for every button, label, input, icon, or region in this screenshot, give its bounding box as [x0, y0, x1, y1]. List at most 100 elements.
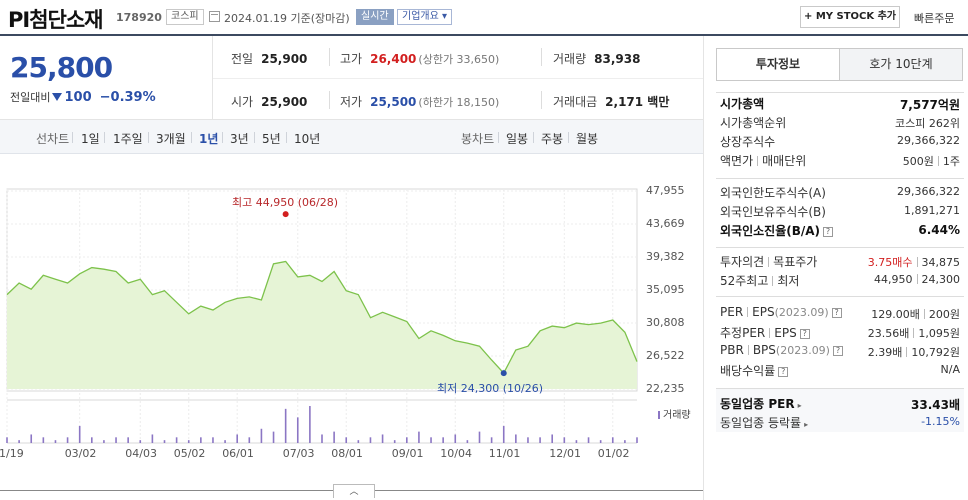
help-icon[interactable]: ?	[823, 227, 834, 237]
volume-bar	[139, 440, 142, 443]
quick-order-link[interactable]: 빠른주문	[914, 12, 955, 25]
divider	[148, 132, 149, 143]
high-value: 26,400	[370, 52, 417, 66]
amount-value: 2,171 백만	[605, 95, 670, 109]
volume-bar	[430, 437, 432, 443]
company-info-dropdown[interactable]: 기업개요 ▾	[397, 9, 453, 25]
current-price-box: 25,800 전일대비 100 −0.39%	[0, 36, 213, 120]
y-tick-label: 26,522	[646, 349, 685, 362]
volume-bar	[212, 437, 214, 443]
chevron-right-icon[interactable]: ▸	[797, 401, 802, 410]
period-1d[interactable]: 1일	[81, 132, 100, 146]
period-3m[interactable]: 3개월	[156, 132, 186, 146]
add-mystock-button[interactable]: + MY STOCK 추가	[800, 6, 900, 28]
foreign-ownership-group: 외국인한도주식수(A) 29,366,322 외국인보유주식수(B) 1,891,2…	[716, 178, 964, 238]
period-5y[interactable]: 5년	[262, 132, 281, 146]
info-row: 외국인보유주식수(B) 1,891,271	[716, 201, 964, 221]
divider	[541, 48, 542, 66]
tab-order-book[interactable]: 호가 10단계	[840, 49, 962, 80]
candle-daily[interactable]: 일봉	[506, 132, 529, 146]
volume-bar	[575, 440, 578, 443]
volume-bar	[599, 440, 602, 443]
divider	[286, 132, 287, 143]
volume-bar	[333, 431, 335, 443]
row-key: 52주최고	[720, 274, 769, 288]
realtime-button[interactable]: 실시간	[356, 9, 394, 25]
info-tabs: 투자정보 호가 10단계	[716, 48, 963, 81]
row-key-2: EPS	[774, 326, 797, 340]
x-tick-label: 11/01	[488, 447, 521, 460]
lower-limit: (하한가 18,150)	[418, 96, 500, 109]
period-10y[interactable]: 10년	[294, 132, 321, 146]
market-badge: 코스피	[166, 9, 204, 25]
divider	[498, 132, 499, 143]
row-value: 6.44%	[918, 223, 960, 237]
x-tick-label: 01/02	[597, 447, 630, 460]
info-row: 52주최고 최저 44,950 24,300	[716, 270, 964, 290]
chevron-down-icon: ▾	[442, 11, 448, 22]
volume-bar	[442, 437, 444, 443]
divider	[533, 132, 534, 143]
x-tick-label: 05/02	[173, 447, 206, 460]
volume-bar	[418, 431, 420, 443]
price-area	[7, 261, 637, 389]
x-tick-label: 07/03	[282, 447, 315, 460]
amount-label: 거래대금	[553, 95, 598, 109]
volume-value: 83,938	[594, 52, 641, 66]
volume-bar	[502, 425, 505, 443]
divider	[72, 132, 73, 143]
row-key: 시가총액	[720, 97, 765, 111]
help-icon[interactable]: ?	[832, 346, 843, 356]
prev-close-label: 전일	[231, 52, 254, 66]
collapse-chart-button[interactable]: ︿	[333, 484, 375, 498]
row-value: 129.00배	[871, 308, 920, 321]
period-3y[interactable]: 3년	[230, 132, 249, 146]
opinion-group: 투자의견 목표주가 3.75매수 34,875 52주최고 최저 44,950 24,300	[716, 247, 964, 290]
volume-bar	[636, 437, 638, 443]
volume-bar	[490, 437, 493, 443]
prev-close: 전일 25,900	[231, 50, 307, 67]
trade-amount: 거래대금 2,171 백만	[553, 93, 669, 110]
tab-investment-info[interactable]: 투자정보	[717, 49, 840, 80]
volume-bar	[309, 406, 311, 443]
candle-monthly[interactable]: 월봉	[576, 132, 599, 146]
valuation-group: PER EPS(2023.09)? 129.00배 200원 추정PER EPS? 23.…	[716, 296, 964, 380]
period-1w[interactable]: 1주일	[113, 132, 143, 146]
x-tick-label: 01/19	[0, 447, 24, 460]
row-key-2: BPS	[752, 343, 776, 357]
row-key-2: 매매단위	[762, 154, 807, 168]
row-key: 시가총액순위	[720, 116, 787, 130]
row-value: 500원	[902, 155, 934, 168]
period-1y[interactable]: 1년	[199, 132, 219, 146]
volume-legend: 거래량	[658, 406, 691, 421]
y-tick-label: 39,382	[646, 250, 685, 263]
volume-bar	[127, 437, 129, 443]
opinion-value: 3.75매수	[867, 256, 913, 269]
candle-weekly[interactable]: 주봉	[541, 132, 564, 146]
chevron-right-icon[interactable]: ▸	[804, 420, 809, 429]
help-icon[interactable]: ?	[799, 329, 810, 339]
y-tick-label: 22,235	[646, 382, 685, 395]
volume-bar	[369, 437, 372, 443]
row-key: 배당수익률	[720, 364, 776, 378]
row-key: 투자의견	[720, 255, 765, 269]
volume-bar	[466, 440, 469, 443]
row-value-2: 200원	[928, 308, 960, 321]
base-period: (2023.09)	[775, 344, 830, 357]
industry-group: 동일업종 PER ▸ 33.43배 동일업종 등락률 ▸ -1.15%	[716, 388, 964, 432]
row-key: PBR	[720, 343, 744, 357]
help-icon[interactable]: ?	[831, 308, 842, 318]
summary-row: 전일 25,900 고가 26,400 (상한가 33,650) 거래량 83,938	[213, 36, 703, 78]
base-period: (2023.09)	[774, 306, 829, 319]
help-icon[interactable]: ?	[778, 367, 789, 377]
volume-bar	[175, 437, 178, 443]
x-tick-label: 03/02	[64, 447, 97, 460]
summary-row: 시가 25,900 저가 25,500 (하한가 18,150) 거래대금 2,171 …	[213, 78, 703, 120]
volume-bar	[260, 428, 263, 443]
volume-bar	[563, 437, 566, 443]
volume-bar	[527, 437, 529, 443]
x-tick-label: 06/01	[222, 447, 254, 460]
market-cap-group: 시가총액 7,577억원 시가총액순위 코스피 262위 상장주식수 29,366,3…	[716, 92, 964, 172]
volume-bar	[478, 431, 481, 443]
volume-bar	[587, 437, 590, 443]
